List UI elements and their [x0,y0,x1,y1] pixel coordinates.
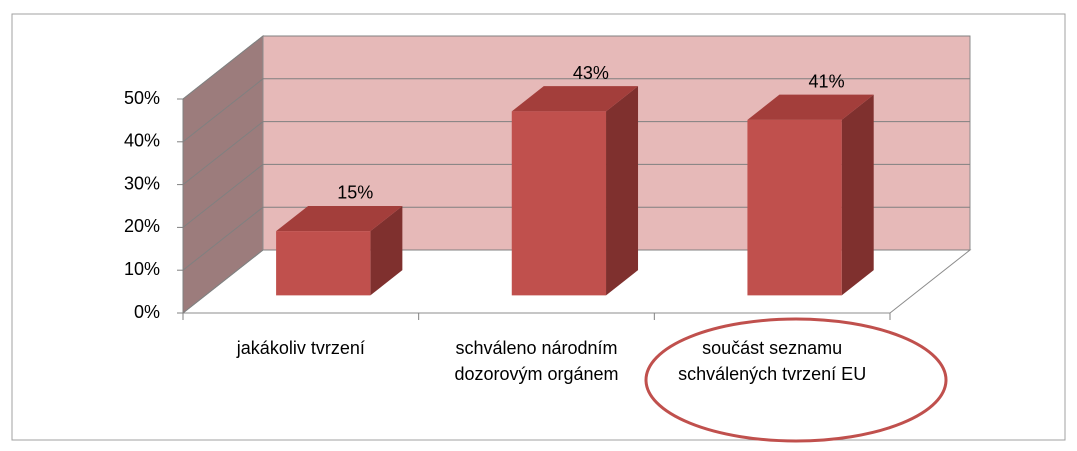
y-tick-label: 40% [124,131,160,151]
x-tick-label: jakákoliv tvrzení [236,338,365,358]
bar-side [606,86,639,296]
x-tick-label: součást seznamu schválených tvrzení EU [678,338,867,384]
chart-border [11,13,1066,441]
highlight-ellipse [644,317,948,443]
bar-top [747,94,874,120]
bar [511,111,607,296]
grid-line [182,121,970,185]
grid-line [182,35,970,100]
grid-line [182,206,970,271]
value-label: 41% [809,71,845,91]
bar [747,119,842,296]
y-tick-label: 10% [124,259,160,279]
bar-side [370,205,403,296]
plot: 0% 10% 20% 30% 40% 50% 15% 43% 41% [124,34,972,322]
bar-top [276,205,403,232]
x-tick-label: schváleno národním dozorovým orgánem [454,338,619,384]
grid-line [182,163,970,228]
value-label: 15% [337,183,373,203]
bar [276,231,371,296]
y-tick-label: 50% [124,88,160,108]
value-label: 43% [573,63,609,83]
grid-line [182,249,970,314]
y-tick-label: 30% [124,173,160,193]
grid-line [182,78,970,143]
y-tick-label: 20% [124,216,160,236]
bar-side [841,94,874,296]
bar-top [511,86,639,112]
y-tick-label: 0% [134,302,160,322]
